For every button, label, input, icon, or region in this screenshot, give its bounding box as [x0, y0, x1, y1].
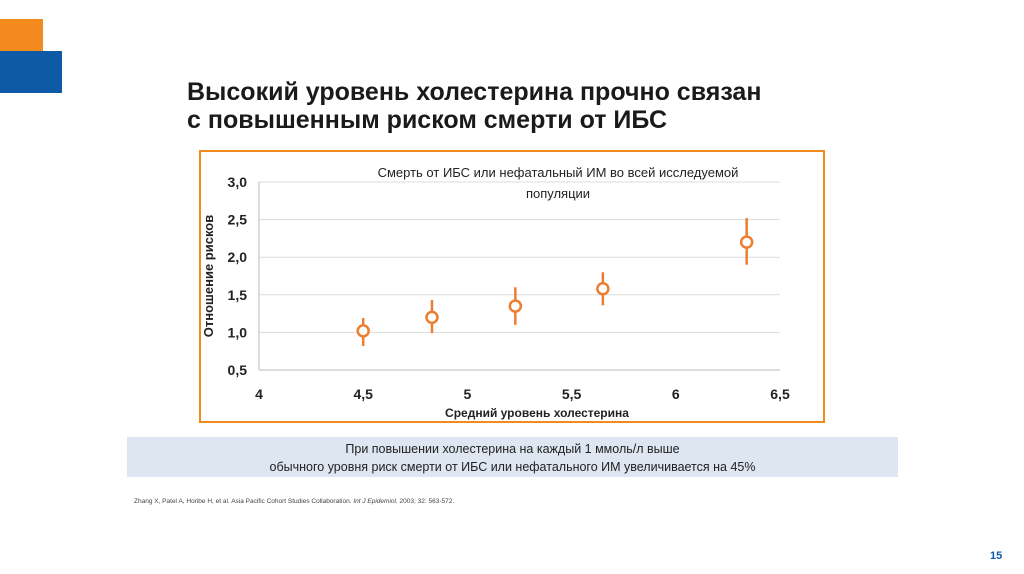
- title-line-1: Высокий уровень холестерина прочно связа…: [187, 78, 762, 106]
- x-axis-label: Средний уровень холестерина: [445, 406, 629, 420]
- y-axis-label: Отношение рисков: [201, 215, 216, 337]
- y-tick-label: 0,5: [228, 362, 248, 378]
- reference-authors: Zhang X, Patel A, Horibe H, et al. Asia …: [134, 498, 354, 505]
- chart-frame: [199, 150, 825, 423]
- note-line-1: При повышении холестерина на каждый 1 мм…: [345, 442, 680, 456]
- x-tick-label: 5,5: [562, 386, 582, 402]
- chart-title-line-2: популяции: [526, 186, 590, 201]
- data-point: [508, 299, 523, 313]
- y-tick-label: 1,5: [228, 287, 248, 303]
- title-line-2: с повышенным риском смерти от ИБС: [187, 106, 668, 134]
- decor-blue-square: [0, 51, 62, 93]
- data-point: [596, 282, 610, 296]
- x-tick-label: 4,5: [353, 386, 373, 402]
- y-tick-label: 1,0: [228, 324, 248, 340]
- y-tick-label: 2,0: [228, 249, 248, 265]
- x-tick-label: 6,5: [770, 386, 790, 402]
- data-point: [356, 324, 370, 338]
- decor-orange-square: [0, 19, 43, 51]
- data-point: [425, 310, 439, 325]
- chart-title-line-1: Смерть от ИБС или нефатальный ИМ во всей…: [378, 165, 739, 180]
- note-line-2: обычного уровня риск смерти от ИБС или н…: [269, 460, 756, 474]
- y-tick-label: 3,0: [228, 174, 248, 190]
- y-tick-label: 2,5: [228, 212, 248, 228]
- x-tick-label: 5: [464, 386, 472, 402]
- reference-journal: Int J Epidemiol.: [353, 498, 398, 505]
- x-tick-label: 4: [255, 386, 263, 402]
- x-tick-label: 6: [672, 386, 680, 402]
- data-point: [739, 235, 754, 249]
- page-number: 15: [990, 550, 1003, 562]
- slide-title: Высокий уровень холестерина прочно связа…: [187, 78, 761, 134]
- reference-tail: 2003; 32: 563-572.: [397, 498, 455, 505]
- reference: Zhang X, Patel A, Horibe H, et al. Asia …: [134, 498, 454, 505]
- note-box: При повышении холестерина на каждый 1 мм…: [127, 437, 898, 477]
